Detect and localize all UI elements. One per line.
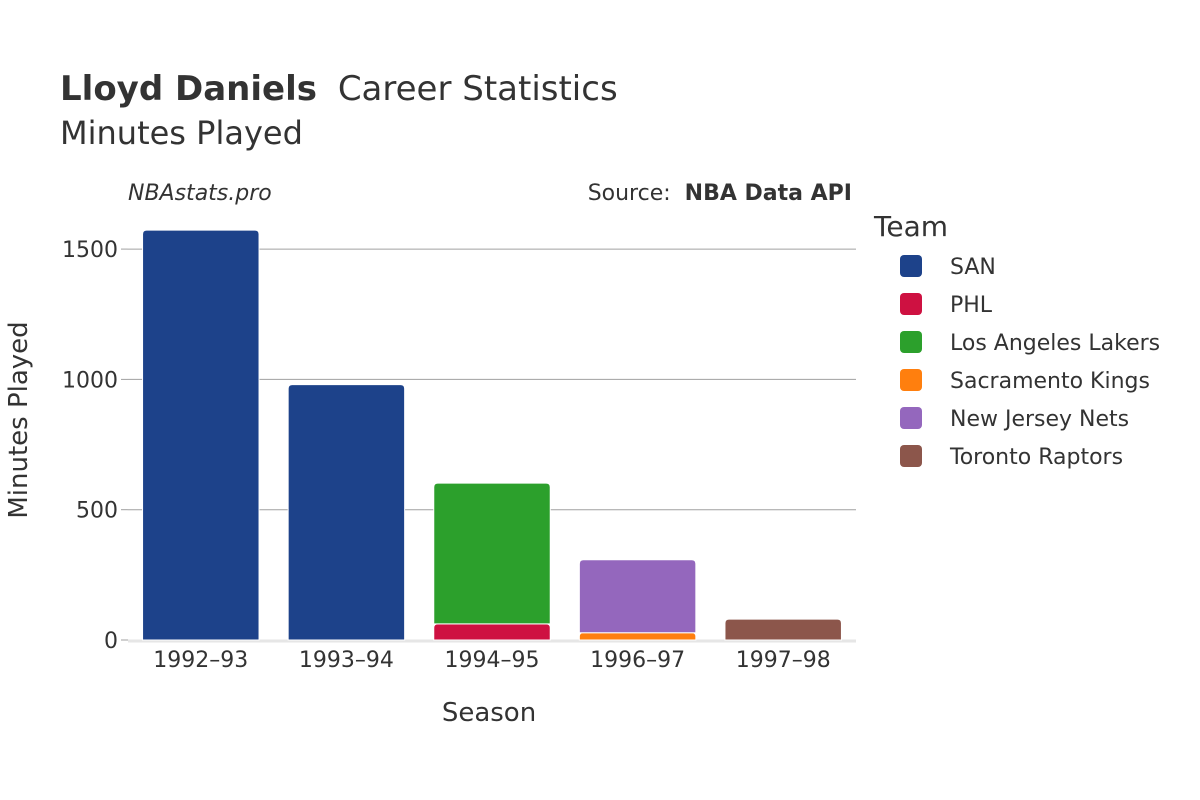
legend-label: New Jersey Nets xyxy=(950,407,1129,432)
legend-swatch xyxy=(900,407,922,429)
y-tick-label: 1000 xyxy=(62,368,118,393)
chart-title: Lloyd Daniels Career Statistics xyxy=(60,69,618,109)
legend-label: Sacramento Kings xyxy=(950,369,1150,394)
source-name: NBA Data API xyxy=(685,181,852,206)
bar-los-angeles-lakers-1994–95 xyxy=(433,482,551,625)
legend-swatch xyxy=(900,293,922,315)
legend-swatch xyxy=(900,445,922,467)
x-tick-label: 1996–97 xyxy=(590,648,685,673)
legend-label: PHL xyxy=(950,293,993,318)
x-tick-label: 1992–93 xyxy=(153,648,248,673)
x-tick-label: 1993–94 xyxy=(299,648,394,673)
source-prefix: Source: xyxy=(588,181,678,206)
bars xyxy=(142,229,842,641)
legend-label: SAN xyxy=(950,255,996,280)
bar-san-1992–93 xyxy=(142,229,260,641)
y-axis-title: Minutes Played xyxy=(4,321,34,518)
bar-phl-1994–95 xyxy=(433,623,551,641)
y-tick-label: 0 xyxy=(104,629,118,654)
bar-new-jersey-nets-1996–97 xyxy=(578,559,697,634)
x-axis-ticks: 1992–93 1993–94 1994–95 1996–97 1997–98 xyxy=(153,648,830,673)
x-tick-label: 1994–95 xyxy=(445,648,540,673)
bar-san-1993–94 xyxy=(287,384,406,641)
x-tick-label: 1997–98 xyxy=(736,648,831,673)
legend-swatch xyxy=(900,255,922,277)
source-credit: Source: NBA Data API xyxy=(588,181,852,206)
y-tick-label: 1500 xyxy=(62,238,118,263)
x-axis-title: Season xyxy=(442,698,536,728)
y-tick-label: 500 xyxy=(76,499,118,524)
legend-swatch xyxy=(900,369,922,391)
chart-subtitle: Minutes Played xyxy=(60,114,303,152)
legend-title: Team xyxy=(873,210,948,243)
bar-sacramento-kings-1996–97 xyxy=(578,632,697,641)
legend: SAN PHL Los Angeles Lakers Sacramento Kings… xyxy=(900,255,1160,470)
legend-swatch xyxy=(900,331,922,353)
legend-label: Toronto Raptors xyxy=(949,445,1123,470)
chart-title-rest: Career Statistics xyxy=(338,69,618,109)
y-axis-ticks: 0 500 1000 1500 xyxy=(62,238,128,654)
legend-label: Los Angeles Lakers xyxy=(950,331,1160,356)
watermark: NBAstats.pro xyxy=(128,181,272,206)
bar-toronto-raptors-1997–98 xyxy=(724,618,842,641)
chart-title-player: Lloyd Daniels xyxy=(60,69,317,109)
